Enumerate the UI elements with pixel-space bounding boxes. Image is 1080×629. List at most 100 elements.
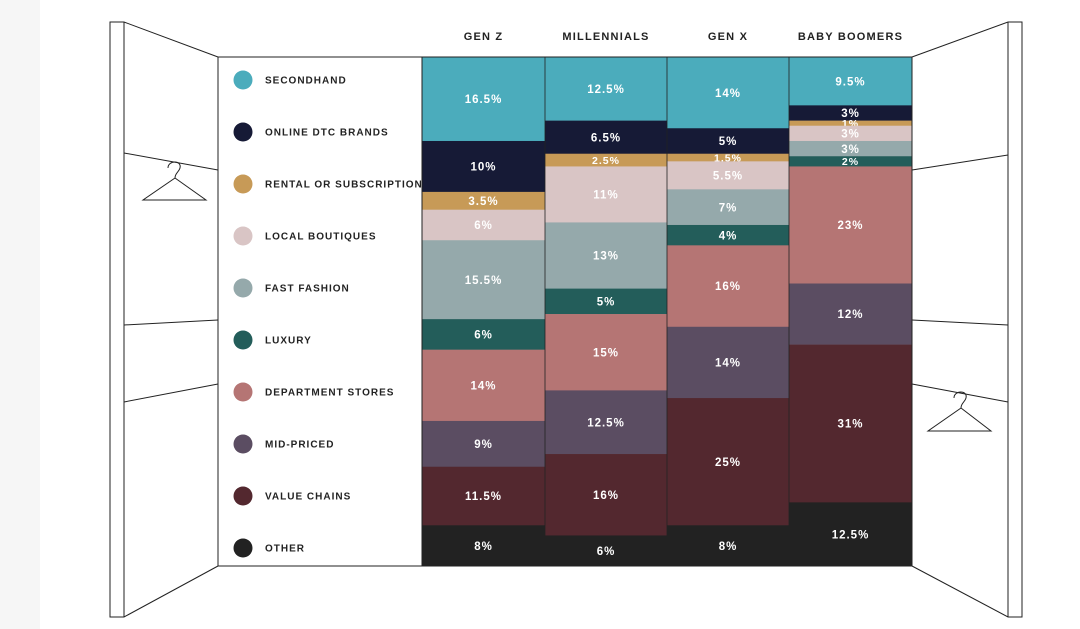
data-label: 3% — [841, 108, 860, 120]
bar-segment — [545, 120, 667, 155]
bar-segment — [422, 240, 545, 320]
hanger-icon — [926, 391, 993, 432]
data-label: 12.5% — [587, 84, 625, 96]
bar-stack: 12.5% 6.5% 2.5% 11% 13% 5% 15% 12.5% 16% 6% — [545, 57, 667, 567]
bar-segment — [422, 191, 545, 210]
legend-swatch — [233, 122, 253, 142]
legend-item: DEPARTMENT STORES — [233, 382, 394, 402]
data-label: 6% — [474, 220, 493, 232]
legend-swatch — [233, 226, 253, 246]
data-label: 7% — [719, 202, 738, 214]
bar-segment — [545, 454, 667, 536]
data-label: 5% — [597, 296, 616, 308]
legend-label: LOCAL BOUTIQUES — [265, 232, 376, 243]
data-label: 4% — [719, 230, 738, 242]
bar-segment — [667, 326, 789, 399]
data-label: 6% — [474, 330, 493, 342]
left-door-shelf-1 — [123, 319, 219, 326]
bar-segment — [789, 156, 912, 167]
legend-item: FAST FASHION — [233, 278, 350, 298]
data-label: 15.5% — [465, 275, 503, 287]
data-label: 11.5% — [465, 491, 502, 503]
legend-item: SECONDHAND — [233, 70, 346, 90]
data-label: 3% — [841, 144, 860, 156]
data-label: 11% — [593, 190, 618, 202]
data-label: 2% — [842, 156, 859, 168]
bar-segment — [789, 140, 912, 157]
data-label: 9.5% — [835, 76, 865, 88]
data-label: 16.5% — [465, 94, 503, 106]
legend-item: MID-PRICED — [233, 434, 334, 454]
data-label: 3% — [841, 128, 860, 140]
right-door-shelf-1 — [911, 319, 1009, 326]
bar-stack: 9.5%3%1%3%3%2%23%12%31%12.5% — [789, 57, 912, 567]
left-door-shelf-2 — [123, 383, 219, 403]
right-door-rail-top — [911, 154, 1009, 171]
plot-area-frame — [421, 56, 913, 567]
column-header: MILLENNIALS — [562, 31, 649, 43]
data-label: 12.5% — [587, 417, 625, 429]
legend-label: FAST FASHION — [265, 284, 350, 295]
legend-label: DEPARTMENT STORES — [265, 388, 394, 399]
bar-segment — [789, 125, 912, 142]
data-label: 8% — [719, 541, 738, 553]
bar-segment — [667, 189, 789, 226]
legend-label: MID-PRICED — [265, 440, 334, 451]
bar-segment — [545, 153, 667, 167]
legend-item: OTHER — [233, 538, 305, 558]
data-label: 10% — [470, 162, 496, 174]
left-door-rail-top — [123, 152, 219, 171]
bar-segment — [789, 502, 912, 567]
data-label: 8% — [474, 541, 493, 553]
bar-segment — [667, 128, 789, 155]
legend-swatch — [233, 330, 253, 350]
legend-label: OTHER — [265, 544, 305, 555]
bar-segment — [545, 390, 667, 455]
right-door-shelf-2 — [911, 383, 1009, 403]
bar-segment — [789, 166, 912, 284]
data-label: 16% — [593, 490, 619, 502]
legend-panel — [217, 56, 423, 567]
legend-item: VALUE CHAINS — [233, 486, 350, 506]
legend-item: LUXURY — [233, 330, 311, 350]
left-margin-strip — [0, 0, 40, 629]
legend-swatch — [233, 278, 253, 298]
legend-swatch — [233, 538, 253, 558]
legend-item: RENTAL OR SUBSCRIPTION — [233, 174, 423, 194]
bar-segment — [422, 525, 545, 567]
right-door-outline — [911, 21, 1023, 618]
bar-segment — [422, 319, 545, 350]
column-header: BABY BOOMERS — [798, 31, 903, 43]
bar-stack: 16.5% 10% 3.5% 6% 15.5% 6% 14% 9% 11.5% 8% — [422, 57, 545, 567]
column-header: GEN X — [708, 31, 748, 43]
bar-segment — [789, 344, 912, 503]
left-door-outline — [109, 21, 219, 618]
data-label: 14% — [470, 380, 496, 392]
legend: SECONDHAND ONLINE DTC BRANDS RENTAL OR SUB… — [233, 70, 423, 558]
bars: 16.5% 10% 3.5% 6% 15.5% 6% 14% 9% 11.5% 8% 12.5% 6.… — [422, 57, 912, 567]
data-label: 6% — [597, 546, 616, 558]
bar-segment — [545, 166, 667, 223]
bar-segment — [667, 161, 789, 190]
data-label: 12% — [837, 309, 863, 321]
legend-label: ONLINE DTC BRANDS — [265, 128, 389, 139]
legend-swatch — [233, 486, 253, 506]
bar-segment — [545, 535, 667, 567]
column-headers: GEN Z MILLENNIALS GEN X BABY BOOMERS — [464, 31, 903, 43]
data-label: 9% — [474, 439, 493, 451]
data-label: 13% — [593, 251, 619, 263]
data-label: 25% — [715, 457, 741, 469]
bar-segment — [789, 57, 912, 106]
legend-swatch — [233, 434, 253, 454]
legend-swatch — [233, 174, 253, 194]
data-label: 5% — [719, 136, 738, 148]
hanger-icon — [141, 161, 208, 201]
bar-segment — [667, 153, 789, 162]
data-label: 14% — [715, 88, 741, 100]
data-label: 2.5% — [592, 155, 620, 167]
column-header: GEN Z — [464, 31, 504, 43]
legend-label: RENTAL OR SUBSCRIPTION — [265, 180, 423, 191]
legend-swatch — [233, 70, 253, 90]
bar-segment — [667, 525, 789, 567]
data-label: 14% — [715, 358, 741, 370]
